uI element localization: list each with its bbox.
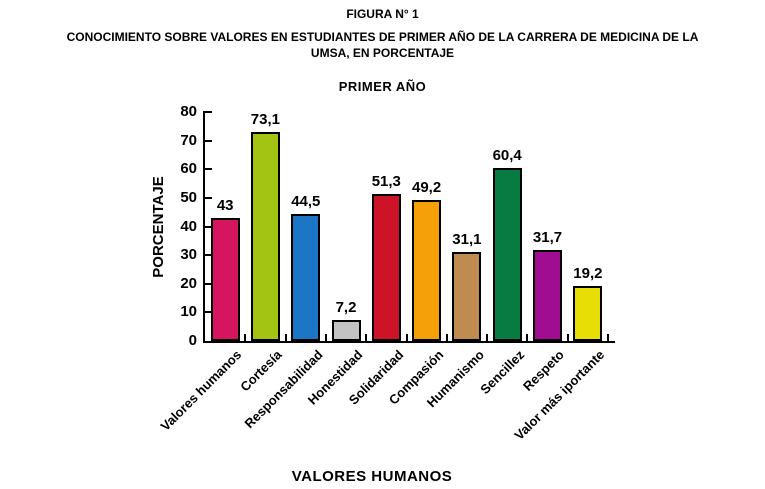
bar-value-label: 73,1	[250, 110, 280, 128]
y-tick-label: 30	[180, 246, 197, 264]
x-tick	[405, 334, 408, 341]
bar-value-label: 43	[216, 196, 234, 214]
y-tick	[205, 225, 212, 228]
x-tick	[284, 334, 287, 341]
x-tick	[365, 334, 368, 341]
y-tick-label: 0	[188, 332, 197, 349]
x-axis-label: VALORES HUMANOS	[291, 468, 453, 485]
bar	[533, 250, 562, 341]
x-axis-line	[203, 341, 615, 343]
y-tick	[205, 196, 212, 199]
bar	[291, 213, 321, 341]
y-tick	[205, 282, 212, 285]
y-tick-label: 20	[180, 274, 197, 292]
figure-label: FIGURA N° 1	[346, 7, 419, 21]
bar	[412, 200, 442, 341]
bar-value-label: 19,2	[573, 265, 603, 282]
bar-value-label: 49,2	[411, 179, 442, 197]
category-label: Valores humanos	[157, 347, 245, 434]
figure-title-line2: UMSA, EN PORCENTAJE	[310, 46, 455, 60]
y-axis-line	[203, 111, 205, 343]
bar-value-label: 44,5	[291, 192, 321, 210]
y-tick	[205, 168, 212, 171]
y-tick-label: 70	[180, 131, 197, 149]
x-tick	[486, 334, 489, 341]
y-tick	[205, 139, 212, 142]
bar	[331, 320, 361, 341]
x-tick	[445, 334, 448, 341]
y-tick-label: 80	[180, 103, 197, 120]
x-tick	[526, 334, 529, 341]
y-tick	[205, 254, 212, 257]
bar	[452, 252, 482, 341]
bar	[371, 194, 401, 341]
figure-title-line1: CONOCIMIENTO SOBRE VALORES EN ESTUDIANTE…	[66, 30, 699, 44]
y-tick-label: 40	[180, 217, 197, 235]
x-tick	[607, 334, 609, 341]
bar-value-label: 31,1	[452, 231, 482, 248]
chart-title: PRIMER AÑO	[338, 79, 427, 94]
bar	[210, 217, 240, 341]
x-tick	[324, 334, 327, 341]
y-tick	[205, 311, 212, 314]
x-tick	[566, 334, 569, 341]
bar-value-label: 60,4	[492, 147, 522, 165]
x-tick	[244, 334, 247, 341]
bar-value-label: 51,3	[371, 173, 401, 191]
bar	[573, 286, 603, 341]
y-tick-label: 10	[180, 303, 197, 321]
bar	[492, 168, 522, 341]
y-tick	[205, 111, 212, 113]
bar-value-label: 7,2	[335, 299, 357, 317]
bar-value-label: 31,7	[532, 229, 563, 247]
bar	[250, 131, 280, 341]
y-tick-label: 60	[180, 160, 197, 178]
y-tick-label: 50	[180, 188, 197, 206]
